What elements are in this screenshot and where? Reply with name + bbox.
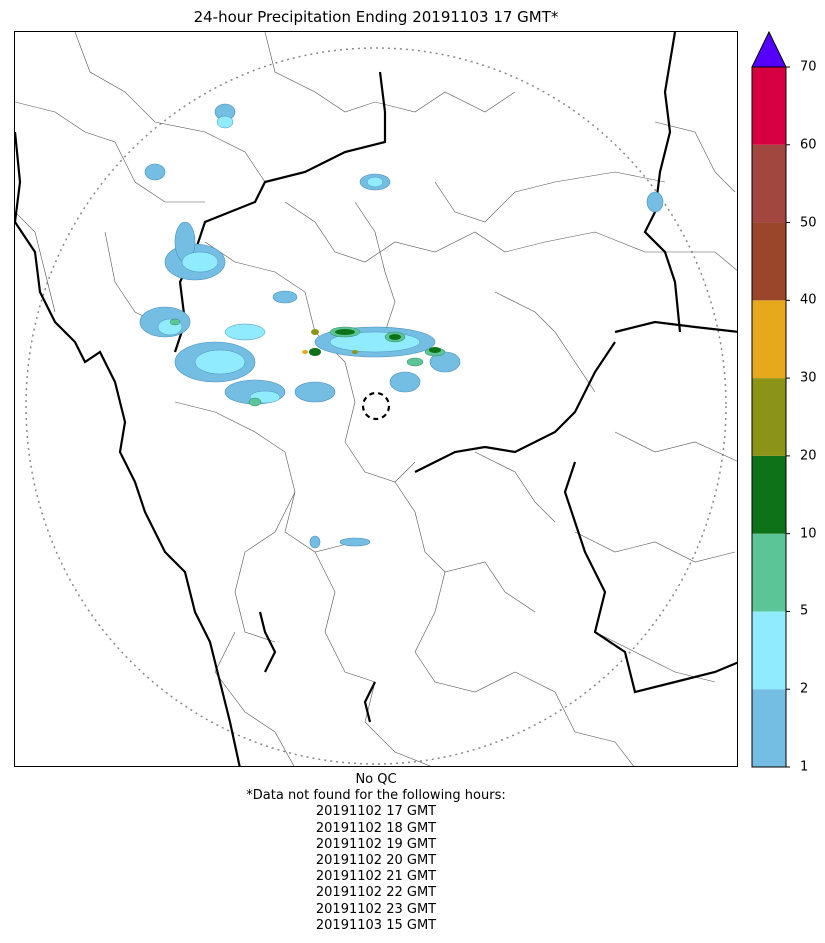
colorbar-tick-label: 1: [800, 759, 809, 775]
colorbar-tick-label: 50: [800, 215, 817, 231]
missing-hour: 20191102 22 GMT: [315, 885, 437, 901]
colorbar-segment: [752, 300, 786, 379]
missing-data-note: *Data not found for the following hours:: [246, 788, 506, 804]
colorbar-tick-label: 40: [800, 292, 817, 308]
colorbar-tick-label: 70: [800, 59, 817, 75]
colorbar-tick-label: 60: [800, 137, 817, 153]
map-footer: No QC *Data not found for the following …: [14, 772, 738, 934]
colorbar-segment: [752, 455, 786, 534]
missing-hour: 20191103 15 GMT: [315, 917, 437, 933]
colorbar-segment: [752, 144, 786, 223]
missing-hour: 20191102 21 GMT: [315, 869, 437, 885]
radar-range-ring: [25, 47, 727, 765]
colorbar-segment: [752, 689, 786, 767]
colorbar-tick-label: 30: [800, 370, 817, 386]
colorbar-segment: [752, 533, 786, 612]
missing-hour: 20191102 17 GMT: [315, 804, 437, 820]
colorbar-segment: [752, 67, 786, 145]
colorbar: [751, 31, 790, 768]
colorbar-segment: [752, 222, 786, 301]
colorbar-tick-label: 2: [800, 681, 809, 697]
precipitation-map: [14, 31, 738, 767]
qc-status: No QC: [355, 772, 397, 787]
district-boundaries: [15, 32, 737, 766]
colorbar-tick-label: 20: [800, 448, 817, 464]
map-canvas: [15, 32, 737, 766]
colorbar-segment: [752, 611, 786, 690]
colorbar-tick-label: 5: [800, 603, 809, 619]
radar-site-marker: [361, 391, 391, 421]
missing-hour: 20191102 23 GMT: [315, 901, 437, 917]
colorbar-border: [751, 66, 787, 768]
colorbar-tick-label: 10: [800, 526, 817, 542]
missing-hour: 20191102 19 GMT: [315, 836, 437, 852]
colorbar-extend-arrow: [751, 31, 787, 68]
state-boundaries: [15, 32, 737, 766]
map-title: 24-hour Precipitation Ending 20191103 17…: [193, 8, 559, 26]
precipitation-areas: [139, 103, 664, 549]
missing-hour: 20191102 18 GMT: [315, 820, 437, 836]
colorbar-segment: [752, 378, 786, 456]
missing-hour: 20191102 20 GMT: [315, 853, 437, 869]
